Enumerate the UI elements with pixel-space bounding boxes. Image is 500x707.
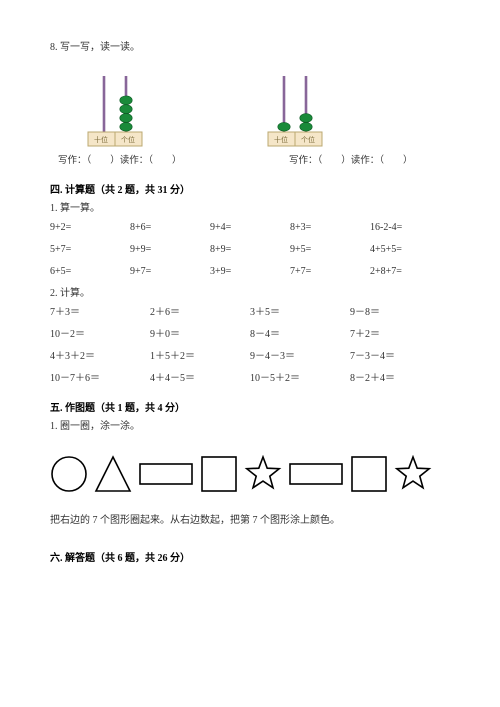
math-problem: 7+7= bbox=[290, 264, 370, 280]
math-problem: 9－4－3＝ bbox=[250, 349, 350, 365]
math-problem: 2+8+7= bbox=[370, 264, 450, 280]
math-problem: 10－7＋6＝ bbox=[50, 371, 150, 387]
circle-shape bbox=[50, 455, 88, 493]
math-problem: 8－2＋4＝ bbox=[350, 371, 450, 387]
math-problem: 9+7= bbox=[130, 264, 210, 280]
abacus-left-caption: 写作：（ ）读作：（ ） bbox=[58, 154, 219, 169]
math-problem: 9+9= bbox=[130, 242, 210, 258]
math-problem: 4＋3＋2＝ bbox=[50, 349, 150, 365]
math-problem: 8+6= bbox=[130, 220, 210, 236]
sec5-instruction: 把右边的 7 个图形圈起来。从右边数起，把第 7 个图形涂上颜色。 bbox=[50, 513, 450, 529]
math-problem: 8+9= bbox=[210, 242, 290, 258]
abacus-container: 十位 个位 十位 个位 bbox=[80, 70, 450, 150]
shapes-row bbox=[50, 455, 450, 493]
sec5-q1-title: 1. 圈一圈，涂一涂。 bbox=[50, 419, 450, 435]
svg-text:十位: 十位 bbox=[94, 135, 108, 144]
math-problem: 7＋3＝ bbox=[50, 305, 150, 321]
star-shape bbox=[394, 455, 432, 493]
math-problem: 9－8＝ bbox=[350, 305, 450, 321]
math-problem: 8－4＝ bbox=[250, 327, 350, 343]
section-4-heading: 四. 计算题（共 2 题，共 31 分） bbox=[50, 183, 450, 199]
math-problem: 3＋5＝ bbox=[250, 305, 350, 321]
section-6-heading: 六. 解答题（共 6 题，共 26 分） bbox=[50, 551, 450, 567]
math-problem: 4＋4－5＝ bbox=[150, 371, 250, 387]
sec4-q1-title: 1. 算一算。 bbox=[50, 201, 450, 217]
sec4-q2-problems: 7＋3＝2＋6＝3＋5＝9－8＝10－2＝9＋0＝8－4＝7＋2＝4＋3＋2＝1… bbox=[50, 305, 450, 387]
sec4-q2-title: 2. 计算。 bbox=[50, 286, 450, 302]
math-problem: 5+7= bbox=[50, 242, 130, 258]
star-shape bbox=[244, 455, 282, 493]
math-problem: 1＋5＋2＝ bbox=[150, 349, 250, 365]
sec4-q1-problems: 9+2=8+6=9+4=8+3=16-2-4= 5+7=9+9=8+9=9+5=4… bbox=[50, 220, 450, 280]
q8-title: 8. 写一写，读一读。 bbox=[50, 40, 450, 56]
hrect-shape bbox=[288, 462, 344, 486]
math-problem: 9+2= bbox=[50, 220, 130, 236]
abacus-left: 十位 个位 bbox=[80, 70, 150, 150]
math-problem: 10－2＝ bbox=[50, 327, 150, 343]
svg-text:个位: 个位 bbox=[121, 135, 135, 144]
math-problem: 7－3－4＝ bbox=[350, 349, 450, 365]
math-problem: 6+5= bbox=[50, 264, 130, 280]
math-problem: 3+9= bbox=[210, 264, 290, 280]
math-problem: 9+4= bbox=[210, 220, 290, 236]
math-problem: 9＋0＝ bbox=[150, 327, 250, 343]
square-shape bbox=[350, 455, 388, 493]
triangle-shape bbox=[94, 455, 132, 493]
abacus-right-caption: 写作：（ ）读作：（ ） bbox=[289, 154, 450, 169]
hrect-shape bbox=[138, 462, 194, 486]
math-problem: 7＋2＝ bbox=[350, 327, 450, 343]
abacus-right: 十位 个位 bbox=[260, 70, 330, 150]
math-problem: 4+5+5= bbox=[370, 242, 450, 258]
square-shape bbox=[200, 455, 238, 493]
svg-text:个位: 个位 bbox=[301, 135, 315, 144]
section-5-heading: 五. 作图题（共 1 题，共 4 分） bbox=[50, 401, 450, 417]
svg-text:十位: 十位 bbox=[274, 135, 288, 144]
math-problem: 9+5= bbox=[290, 242, 370, 258]
math-problem: 10－5＋2＝ bbox=[250, 371, 350, 387]
math-problem: 8+3= bbox=[290, 220, 370, 236]
math-problem: 16-2-4= bbox=[370, 220, 450, 236]
math-problem: 2＋6＝ bbox=[150, 305, 250, 321]
